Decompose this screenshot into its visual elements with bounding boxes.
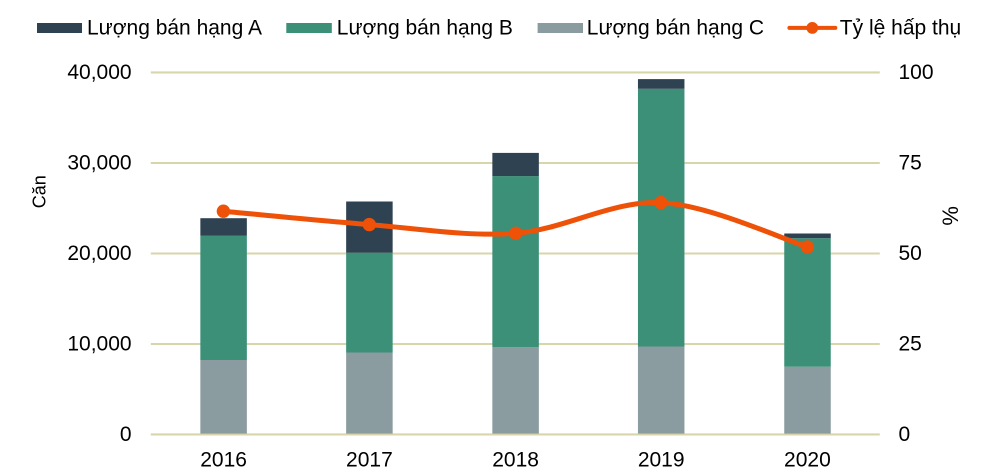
svg-text:Tỷ lệ hấp thụ: Tỷ lệ hấp thụ xyxy=(840,16,961,39)
svg-text:40,000: 40,000 xyxy=(67,61,131,84)
svg-text:10,000: 10,000 xyxy=(67,333,131,356)
svg-text:2016: 2016 xyxy=(200,449,247,472)
svg-text:0: 0 xyxy=(899,423,911,446)
svg-text:0: 0 xyxy=(120,423,132,446)
svg-text:30,000: 30,000 xyxy=(67,152,131,175)
svg-text:Lượng bán hạng B: Lượng bán hạng B xyxy=(337,16,513,39)
svg-text:Lượng bán hạng A: Lượng bán hạng A xyxy=(87,16,262,39)
svg-text:%: % xyxy=(938,206,963,226)
svg-text:20,000: 20,000 xyxy=(67,242,131,265)
svg-text:2018: 2018 xyxy=(492,449,539,472)
svg-text:25: 25 xyxy=(899,333,922,356)
svg-text:2019: 2019 xyxy=(638,449,685,472)
svg-text:50: 50 xyxy=(899,242,922,265)
svg-text:2017: 2017 xyxy=(346,449,393,472)
svg-text:Căn: Căn xyxy=(29,175,49,208)
svg-text:Lượng bán hạng C: Lượng bán hạng C xyxy=(587,16,764,39)
svg-text:100: 100 xyxy=(899,61,934,84)
svg-text:75: 75 xyxy=(899,152,922,175)
svg-text:2020: 2020 xyxy=(784,449,831,472)
